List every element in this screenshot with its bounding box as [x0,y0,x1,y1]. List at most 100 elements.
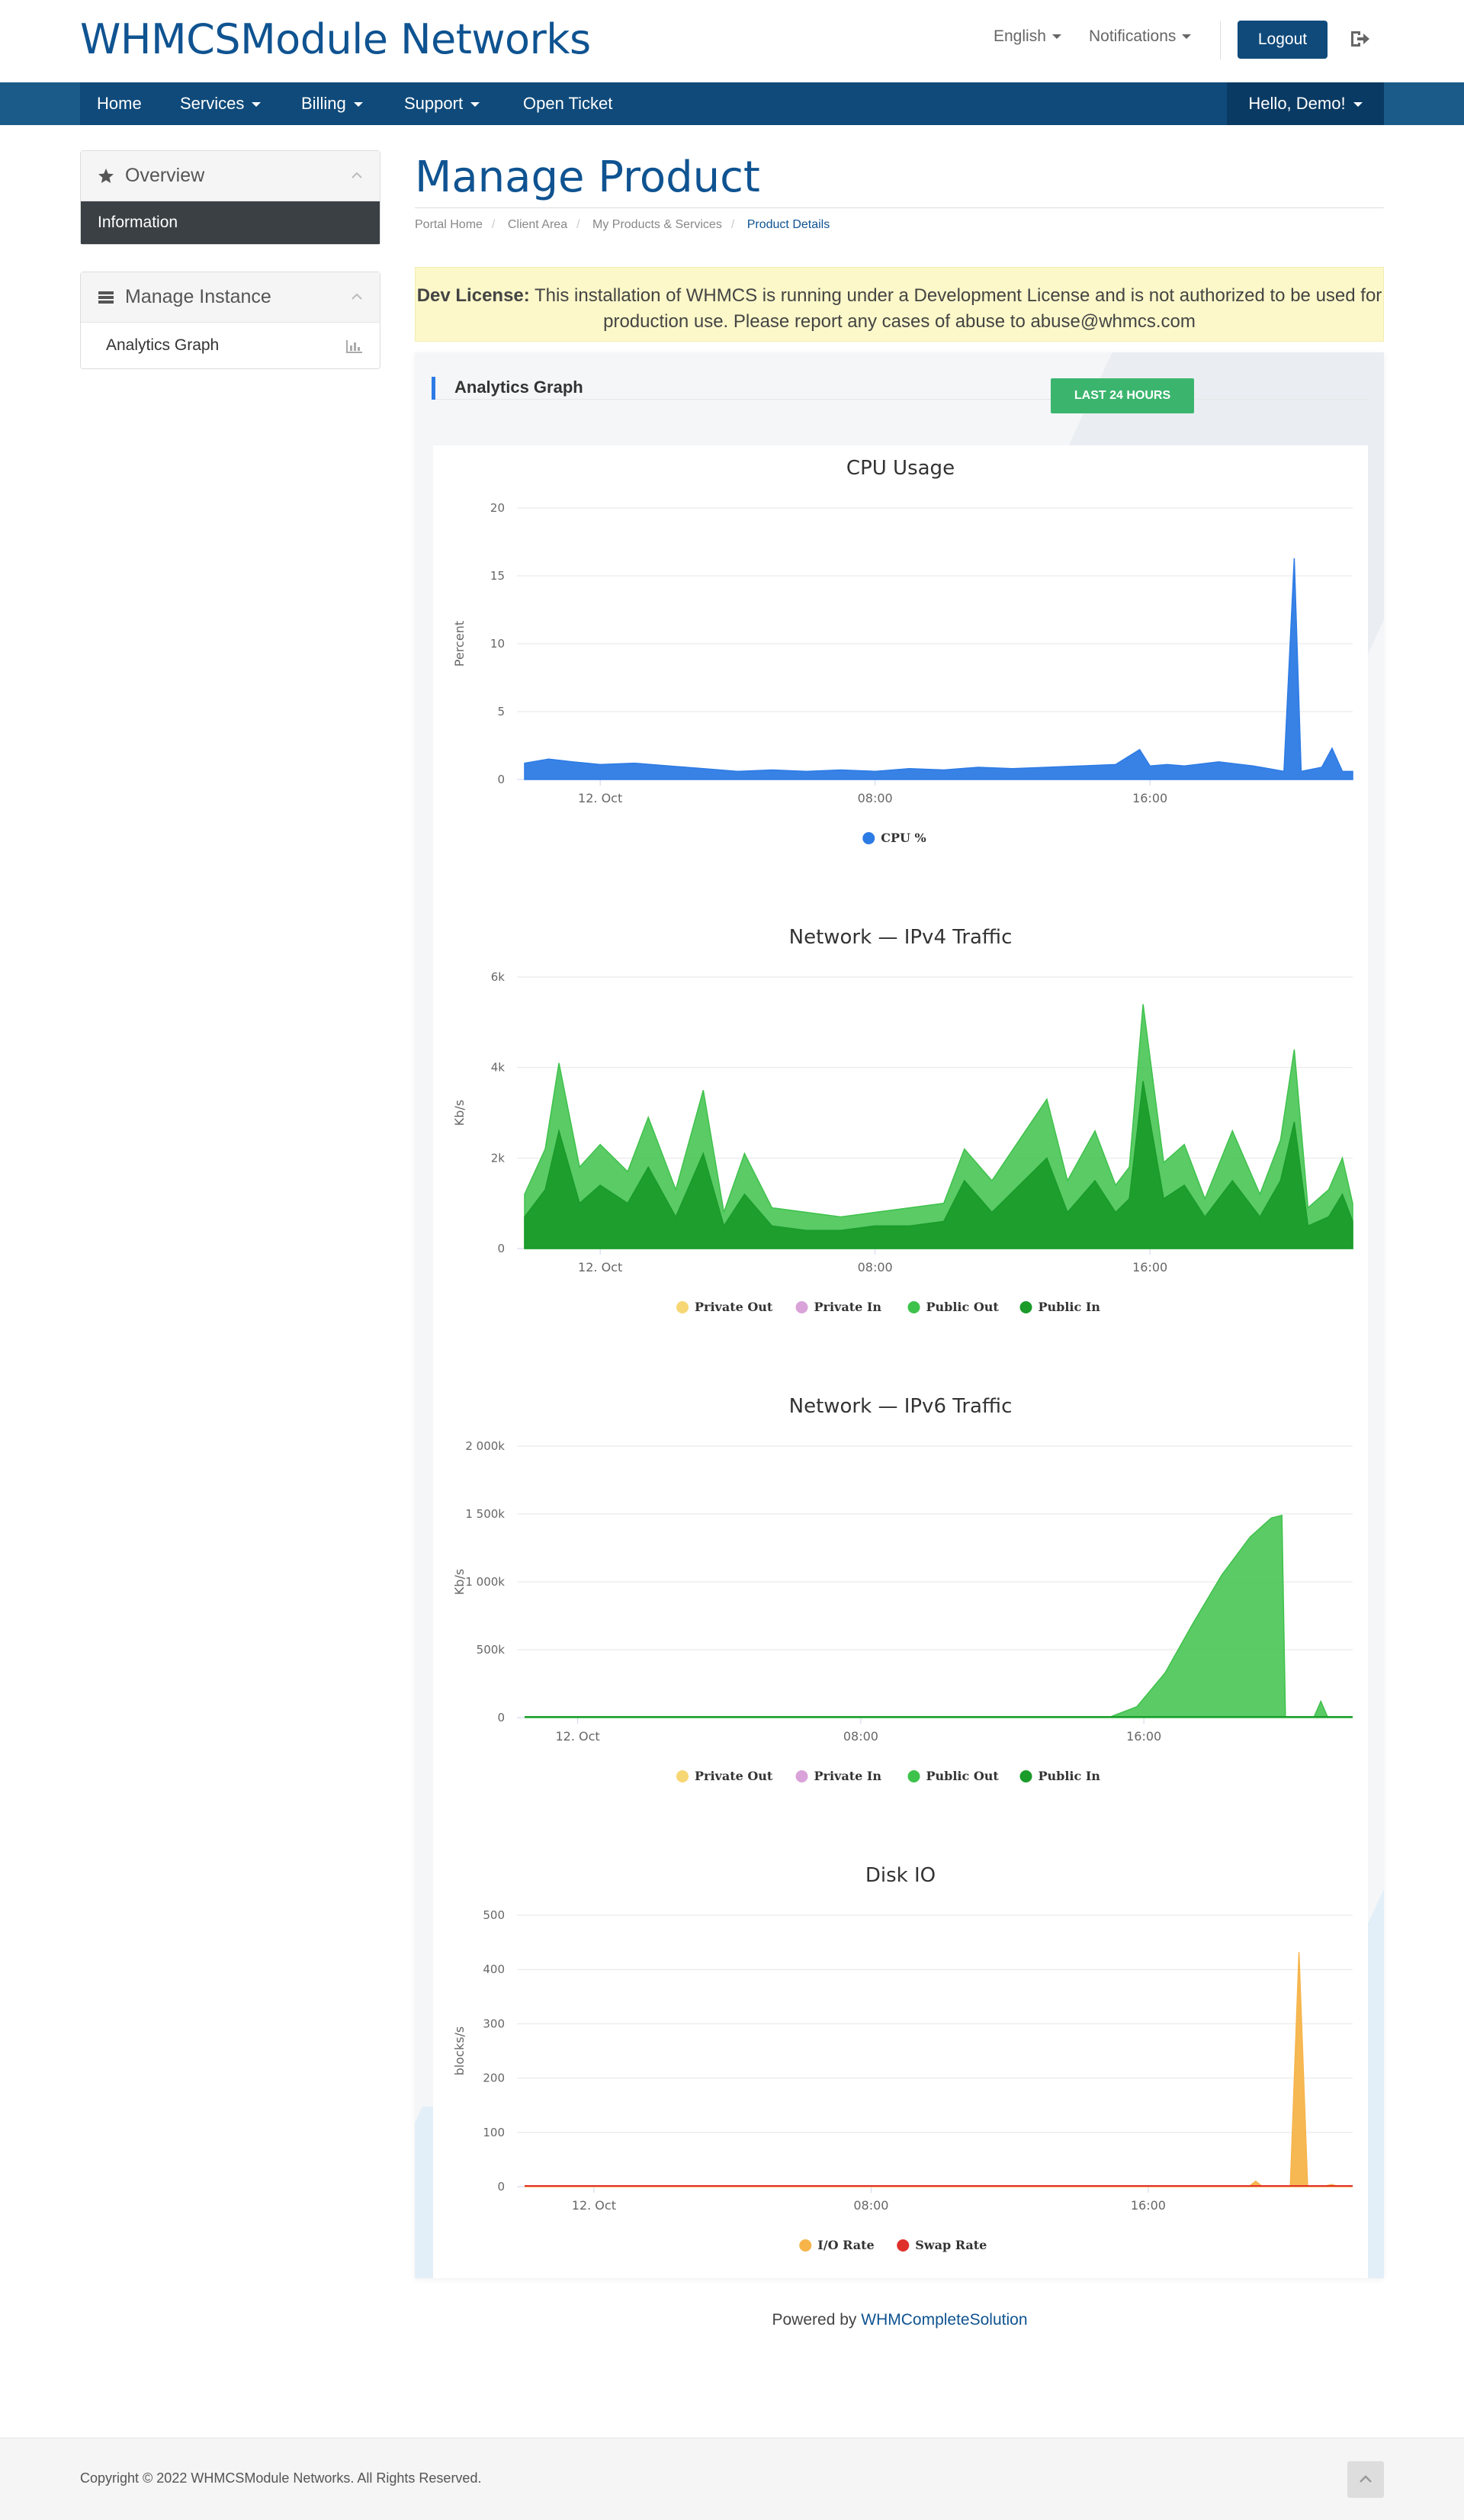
manage-instance-panel-header[interactable]: Manage Instance [81,272,380,323]
sidebar-item-label: Analytics Graph [106,336,220,354]
nav-open-ticket[interactable]: Open Ticket [523,82,612,125]
overview-title: Overview [125,165,205,186]
logout-button[interactable]: Logout [1238,21,1328,59]
overview-panel-header[interactable]: Overview [81,151,380,201]
bar-chart-icon [346,340,362,353]
caret-down-icon [353,102,363,108]
y-tick-label: 100 [483,2126,505,2139]
y-tick-label: 0 [497,1242,505,1255]
legend-label-private-out: Private Out [695,1300,773,1314]
series-area-public-out [525,1514,1353,1718]
y-axis-label: Percent [452,621,467,667]
top-header: WHMCSModule Networks English Notificatio… [0,0,1464,82]
y-tick-label: 0 [497,773,505,786]
time-range-button[interactable]: LAST 24 HOURS [1051,378,1194,413]
chevron-up-icon[interactable] [351,169,363,182]
breadcrumb-separator: / [730,218,735,231]
chart-network-ipv4-traffic: Network — IPv4 Traffic 0 2k 4k 6k Kb/s 12. Oct… [433,914,1368,1372]
y-axis-label: blocks/s [452,2027,467,2076]
nav-billing-label: Billing [301,94,346,113]
y-tick-label: 500 [483,1908,505,1922]
overview-panel: Overview Information [80,150,380,245]
y-tick-label: 6k [491,970,506,984]
manage-instance-title: Manage Instance [125,286,271,307]
language-label: English [994,27,1046,45]
notifications-dropdown[interactable]: Notifications [1089,27,1192,46]
x-tick-label: 16:00 [1131,2198,1166,2213]
legend-label-private-in: Private In [814,1769,882,1783]
legend-marker-swap-rate [897,2239,910,2252]
chart-disk-io: Disk IO 0 100 200 300 400 500 blocks/s 12. Oct 08… [433,1853,1368,2278]
chevron-up-icon[interactable] [351,291,363,303]
title-divider [415,207,1384,208]
legend-marker-private-out [676,1770,689,1782]
legend-marker-cpu [862,832,875,844]
dev-license-alert: Dev License: This installation of WHMCS … [415,267,1384,342]
legend-label-swap-rate: Swap Rate [915,2238,987,2252]
brand-logo[interactable]: WHMCSModule Networks [80,15,591,63]
legend-marker-public-out [907,1770,920,1782]
back-to-top-button[interactable] [1347,2461,1384,2498]
notifications-label: Notifications [1089,27,1177,45]
y-tick-label: 10 [490,637,505,651]
y-axis-label: Kb/s [452,1569,467,1595]
powered-by: Powered by WHMCompleteSolution [0,2311,1464,2329]
nav-support[interactable]: Support [404,82,480,125]
section-title: Analytics Graph [454,378,583,397]
series-area-cpu [524,558,1353,780]
y-tick-label: 200 [483,2072,505,2085]
sign-out-icon[interactable] [1348,27,1371,50]
legend-label-cpu: CPU % [881,831,926,845]
y-tick-label: 500k [477,1643,506,1657]
caret-down-icon [1051,34,1061,40]
legend-label-public-out: Public Out [926,1300,1000,1314]
legend-marker-private-in [795,1301,808,1313]
breadcrumb-client-area[interactable]: Client Area [507,218,568,231]
series-area-public-in [524,1081,1353,1249]
y-tick-label: 0 [497,2180,505,2194]
x-tick-label: 16:00 [1126,1729,1161,1744]
breadcrumb-products-services[interactable]: My Products & Services [592,218,722,231]
chart-cpu-usage: CPU Usage 0 5 10 15 20 Percent 12. Oct 08:00 16:0… [433,445,1368,903]
nav-billing[interactable]: Billing [301,82,363,125]
legend-label-private-out: Private Out [695,1769,773,1783]
analytics-container: Analytics Graph LAST 24 HOURS CPU Usage 0… [415,352,1384,2278]
legend-marker-private-in [795,1770,808,1782]
x-tick-label: 16:00 [1132,1260,1167,1274]
legend-label-public-in: Public In [1039,1769,1101,1783]
x-tick-label: 12. Oct [578,1260,622,1274]
x-tick-label: 12. Oct [556,1729,600,1744]
navbar-inner: Home Services Billing Support Open Ticke… [80,82,1384,125]
breadcrumb: Portal Home / Client Area / My Products & … [415,218,830,232]
nav-support-label: Support [404,94,464,113]
caret-down-icon [470,102,480,108]
breadcrumb-portal-home[interactable]: Portal Home [415,218,483,231]
sidebar-item-analytics-graph[interactable]: Analytics Graph [81,323,380,368]
caret-down-icon [1353,102,1363,108]
chart-title: Network — IPv6 Traffic [789,1395,1013,1418]
legend-marker-public-out [907,1301,920,1313]
nav-services[interactable]: Services [180,82,262,125]
y-tick-label: 4k [491,1061,506,1075]
legend-marker-private-out [676,1301,689,1313]
page-footer: Copyright © 2022 WHMCSModule Networks. A… [0,2438,1464,2520]
x-tick-label: 08:00 [843,1729,878,1744]
breadcrumb-separator: / [491,218,496,231]
powered-link[interactable]: WHMCompleteSolution [861,2311,1028,2329]
x-tick-label: 16:00 [1132,791,1167,805]
legend-marker-public-in [1019,1301,1032,1313]
chart-network-ipv6-traffic: Network — IPv6 Traffic 0 500k 1 000k 1 500k 2… [433,1384,1368,1841]
legend-label-public-in: Public In [1039,1300,1101,1314]
legend-label-private-in: Private In [814,1300,882,1314]
chart-svg: Network — IPv6 Traffic 0 500k 1 000k 1 500k 2… [452,1395,1353,1783]
star-icon [98,168,114,183]
sidebar-item-information[interactable]: Information [81,201,380,244]
y-tick-label: 0 [497,1711,505,1724]
y-tick-label: 2k [491,1151,506,1165]
y-tick-label: 20 [490,501,505,515]
language-dropdown[interactable]: English [994,27,1061,46]
y-tick-label: 400 [483,1962,505,1976]
user-menu[interactable]: Hello, Demo! [1227,82,1384,125]
chart-title: CPU Usage [846,457,955,480]
nav-home[interactable]: Home [97,82,142,125]
